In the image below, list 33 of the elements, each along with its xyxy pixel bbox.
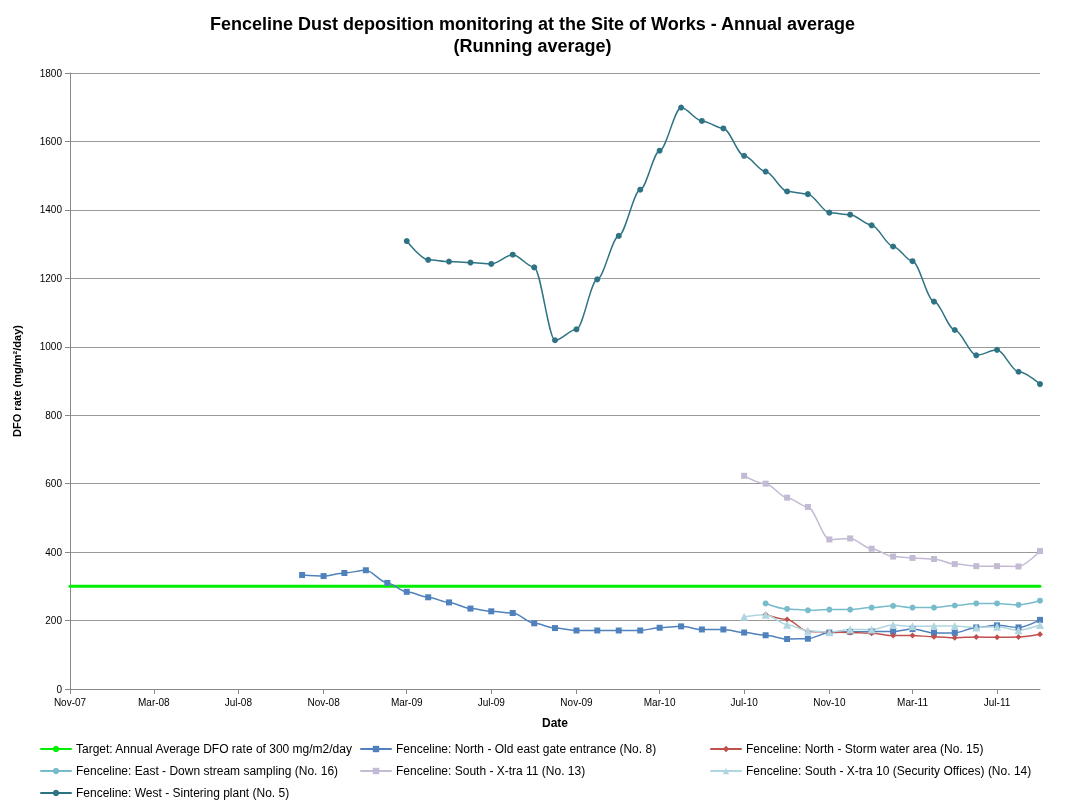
y-tick-label: 800 bbox=[45, 409, 63, 421]
x-tick-label: Jul-09 bbox=[477, 696, 506, 708]
x-tick-label: Mar-10 bbox=[643, 696, 676, 708]
y-tick-label: 1800 bbox=[39, 67, 63, 79]
x-tick-label: Mar-09 bbox=[390, 696, 423, 708]
legend-label: Fenceline: East - Down stream sampling (No. 16) bbox=[76, 764, 339, 778]
legend-label: Fenceline: North - Storm water area (No. 15) bbox=[746, 742, 984, 756]
x-tick-label: Jul-10 bbox=[730, 696, 759, 708]
legend-label: Fenceline: West - Sintering plant (No. 5) bbox=[76, 786, 290, 800]
y-tick-label: 1200 bbox=[39, 272, 63, 284]
x-tick-label: Nov-08 bbox=[307, 696, 341, 708]
y-tick-label: 0 bbox=[56, 683, 63, 695]
x-axis-title: Date bbox=[541, 716, 569, 730]
y-tick-label: 1600 bbox=[39, 135, 63, 147]
x-tick-label: Mar-08 bbox=[137, 696, 171, 708]
x-tick-label: Nov-09 bbox=[560, 696, 594, 708]
legend-label: Fenceline: North - Old east gate entrance (No. 8) bbox=[396, 742, 657, 756]
x-tick-label: Nov-10 bbox=[813, 696, 846, 708]
x-tick-label: Nov-07 bbox=[53, 696, 87, 708]
y-tick-label: 1400 bbox=[39, 204, 63, 216]
chart-subtitle: (Running average) bbox=[453, 36, 612, 56]
x-tick-label: Jul-11 bbox=[983, 696, 1011, 708]
y-axis-title: DFO rate (mg/m²/day) bbox=[10, 324, 23, 437]
y-tick-label: 600 bbox=[45, 478, 63, 490]
legend-label: Fenceline: South - X-tra 10 (Security Offices) (No. 14) bbox=[746, 764, 1032, 778]
chart-title: Fenceline Dust deposition monitoring at the Site of Works - Annual average bbox=[209, 14, 856, 34]
y-tick-label: 1000 bbox=[39, 341, 63, 353]
y-tick-label: 400 bbox=[45, 546, 63, 558]
y-tick-label: 200 bbox=[45, 615, 63, 627]
x-tick-label: Mar-11 bbox=[897, 696, 929, 708]
x-tick-label: Jul-08 bbox=[224, 696, 253, 708]
legend-label: Target: Annual Average DFO rate of 300 mg/m2/day bbox=[76, 742, 352, 756]
legend-label: Fenceline: South - X-tra 11 (No. 13) bbox=[396, 764, 586, 778]
